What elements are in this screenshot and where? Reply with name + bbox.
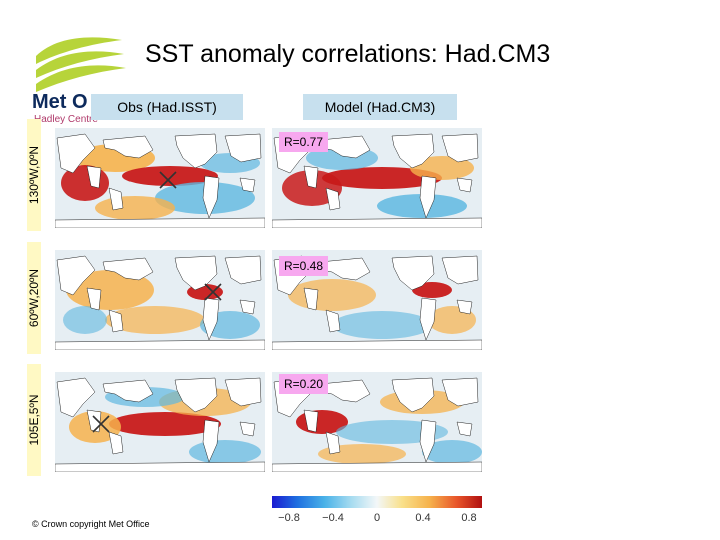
row-label-2: 60ºW,20ºN bbox=[27, 242, 41, 354]
met-office-logo-mark: Met O Hadley Centre bbox=[32, 37, 126, 125]
model-column-header: Model (Had.CM3) bbox=[303, 94, 457, 120]
colorbar-tick-4: 0.4 bbox=[415, 512, 431, 524]
model-map-row-2 bbox=[272, 250, 482, 350]
r-value-row-3: R=0.20 bbox=[279, 374, 329, 394]
r-value-row-2: R=0.48 bbox=[279, 256, 329, 276]
obs-map-row-2 bbox=[55, 250, 265, 350]
colorbar bbox=[272, 495, 482, 508]
page-title: SST anomaly correlations: Had.CM3 bbox=[145, 40, 551, 68]
colorbar-tick-2: −0.4 bbox=[322, 512, 344, 524]
logo-sub-text: Hadley Centre bbox=[34, 114, 98, 125]
r-value-row-1: R=0.77 bbox=[279, 132, 329, 152]
row-label-1: 130ºW,0ºN bbox=[27, 119, 41, 231]
obs-column-header: Obs (Had.ISST) bbox=[91, 94, 243, 120]
row-label-3: 105E,5ºN bbox=[27, 364, 41, 476]
obs-map-row-3 bbox=[55, 372, 265, 472]
colorbar-tick-1: −0.8 bbox=[278, 512, 300, 524]
logo-brand-text: Met O bbox=[32, 91, 88, 113]
colorbar-tick-5: 0.8 bbox=[461, 512, 477, 524]
obs-map-row-1 bbox=[55, 128, 265, 228]
copyright-text: © Crown copyright Met Office bbox=[32, 519, 150, 529]
met-office-logo: Met O Hadley Centre bbox=[30, 30, 130, 125]
colorbar-tick-3: 0 bbox=[373, 512, 381, 524]
colorbar-gradient bbox=[272, 496, 482, 508]
